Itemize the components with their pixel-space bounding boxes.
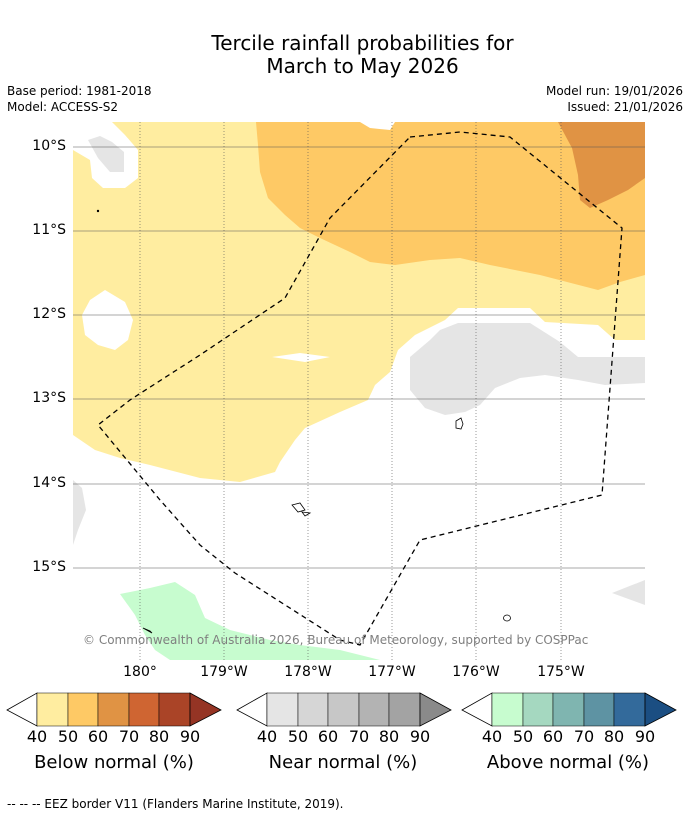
island-southeast xyxy=(503,614,511,622)
lat-label-10s: 10°S xyxy=(32,138,66,154)
copyright-notice: © Commonwealth of Australia 2026, Bureau… xyxy=(83,633,589,647)
below-tick-60: 60 xyxy=(87,727,109,746)
near-tick-90: 90 xyxy=(409,727,431,746)
eez-border xyxy=(97,131,623,646)
above-normal-green-south xyxy=(120,582,380,660)
above-bin-60 xyxy=(552,692,585,727)
chart-title-line2: March to May 2026 xyxy=(266,54,459,78)
near-normal-grey-east xyxy=(410,323,645,415)
model-run: Model run: 19/01/2026 xyxy=(545,84,683,98)
above-tick-60: 60 xyxy=(542,727,564,746)
near-tick-80: 80 xyxy=(378,727,400,746)
below-low-arrow xyxy=(6,692,38,727)
lon-label-179w: 179°W xyxy=(200,664,248,680)
lon-label-175w: 175°W xyxy=(537,664,585,680)
island-west xyxy=(291,502,306,513)
near-tick-50: 50 xyxy=(287,727,309,746)
above-bin-70 xyxy=(583,692,615,727)
near-normal-grey-southeast xyxy=(612,580,645,605)
below-bin-60 xyxy=(97,692,130,727)
above-tick-90: 90 xyxy=(634,727,656,746)
below-bin-50 xyxy=(67,692,99,727)
lon-label-177w: 177°W xyxy=(368,664,416,680)
lat-label-11s: 11°S xyxy=(32,222,66,238)
island-south xyxy=(142,627,153,634)
white-patch-west xyxy=(82,290,133,350)
colorbar-below xyxy=(6,692,222,727)
map-fill-layer xyxy=(73,122,645,660)
above-low-arrow xyxy=(461,692,493,727)
model-name: Model: ACCESS-S2 xyxy=(7,100,119,114)
white-patch-top xyxy=(360,122,395,130)
above-bin-80 xyxy=(613,692,646,727)
below-normal-50-region xyxy=(256,122,645,290)
island-west-small xyxy=(301,511,312,517)
near-tick-70: 70 xyxy=(348,727,370,746)
lat-label-14s: 14°S xyxy=(32,475,66,491)
above-bin-50 xyxy=(522,692,554,727)
above-bin-40 xyxy=(491,692,524,727)
near-high-arrow xyxy=(419,692,452,727)
island-central xyxy=(455,417,464,430)
lon-label-176w: 176°W xyxy=(452,664,500,680)
below-normal-title: Below normal (%) xyxy=(34,752,194,773)
graticule xyxy=(73,122,645,660)
near-bin-70 xyxy=(358,692,390,727)
above-tick-70: 70 xyxy=(573,727,595,746)
near-bin-60 xyxy=(327,692,360,727)
below-tick-40: 40 xyxy=(26,727,48,746)
lat-label-12s: 12°S xyxy=(32,306,66,322)
issued-date: Issued: 21/01/2026 xyxy=(567,100,683,114)
lon-label-180: 180° xyxy=(123,664,157,680)
below-tick-90: 90 xyxy=(179,727,201,746)
near-normal-title: Near normal (%) xyxy=(268,752,418,773)
white-patch-small xyxy=(272,353,330,362)
near-tick-40: 40 xyxy=(256,727,278,746)
below-bin-70 xyxy=(128,692,160,727)
colorbar-near xyxy=(236,692,452,727)
below-bin-80 xyxy=(158,692,191,727)
near-normal-grey-northwest xyxy=(88,136,124,172)
below-tick-50: 50 xyxy=(57,727,79,746)
above-tick-40: 40 xyxy=(481,727,503,746)
above-high-arrow xyxy=(644,692,677,727)
below-bin-40 xyxy=(36,692,69,727)
near-bin-80 xyxy=(388,692,421,727)
below-tick-80: 80 xyxy=(148,727,170,746)
near-tick-60: 60 xyxy=(317,727,339,746)
eez-legend-note: -- -- -- EEZ border V11 (Flanders Marine… xyxy=(7,797,344,811)
island-north-dot xyxy=(96,209,100,213)
below-tick-70: 70 xyxy=(118,727,140,746)
chart-title-line1: Tercile rainfall probabilities for xyxy=(211,31,514,55)
islands xyxy=(96,209,511,634)
near-normal-grey-west-edge xyxy=(73,480,86,545)
near-bin-40 xyxy=(266,692,299,727)
below-high-arrow xyxy=(189,692,222,727)
below-normal-60-region xyxy=(558,122,645,208)
lon-label-178w: 178°W xyxy=(284,664,332,680)
above-tick-50: 50 xyxy=(512,727,534,746)
colorbar-above xyxy=(461,692,677,727)
above-normal-title: Above normal (%) xyxy=(486,752,650,773)
lat-label-13s: 13°S xyxy=(32,390,66,406)
near-low-arrow xyxy=(236,692,268,727)
near-bin-50 xyxy=(297,692,329,727)
lat-label-15s: 15°S xyxy=(32,559,66,575)
base-period: Base period: 1981-2018 xyxy=(7,84,152,98)
above-tick-80: 80 xyxy=(603,727,625,746)
